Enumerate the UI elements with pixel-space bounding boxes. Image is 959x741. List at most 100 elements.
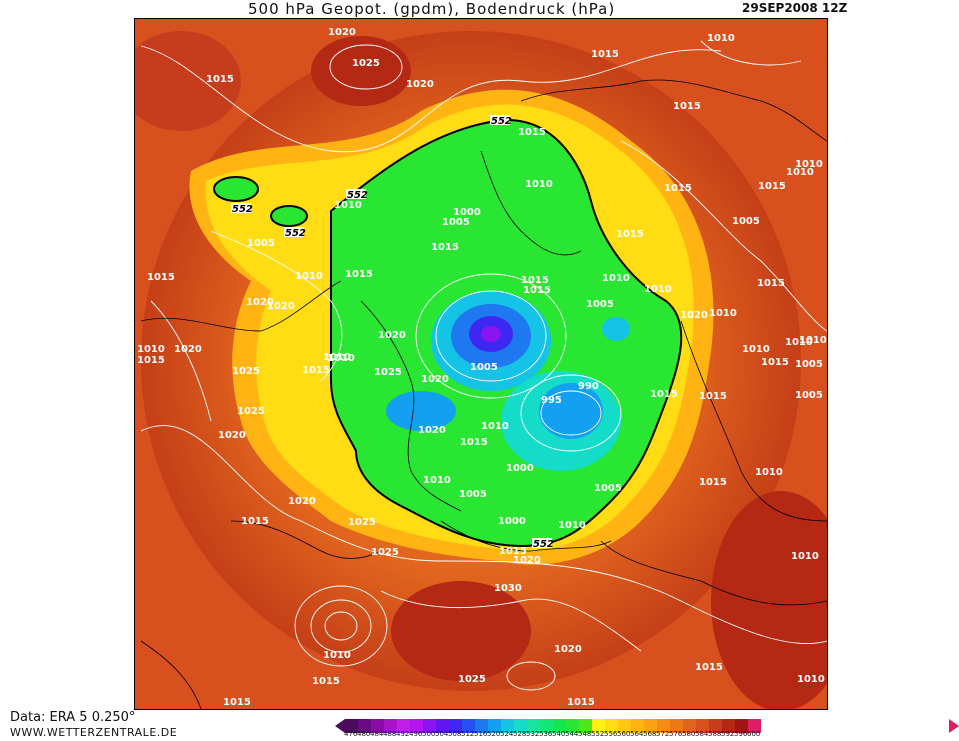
isobar-label: 1020 xyxy=(288,496,316,507)
isobar-label: 1010 xyxy=(785,337,813,348)
colorbar-low-arrow xyxy=(335,719,345,733)
colorbar-tick-label: 584 xyxy=(695,730,709,738)
colorbar-tick-label: 600 xyxy=(747,730,761,738)
isobar-label: 1015 xyxy=(137,355,165,366)
colorbar-tick-label: 556 xyxy=(604,730,618,738)
isobar-label: 1025 xyxy=(458,674,486,685)
contour-label-bg xyxy=(346,189,366,199)
colorbar-tick-label: 532 xyxy=(526,730,540,738)
warm-patch-n xyxy=(311,36,411,106)
colorbar-tick-label: 580 xyxy=(682,730,696,738)
colorbar-tick-label: 568 xyxy=(643,730,657,738)
isobar-label: 1010 xyxy=(334,200,362,211)
colorbar-cell xyxy=(605,719,618,733)
colorbar-cell xyxy=(592,719,605,733)
colorbar-cell xyxy=(579,719,592,733)
isobar-label: 1005 xyxy=(247,238,275,249)
isobar-label: 1020 xyxy=(174,344,202,355)
colorbar-cell xyxy=(748,719,761,733)
isobar-label: 1010 xyxy=(327,353,355,364)
isobar-label: 1020 xyxy=(513,555,541,566)
isobar-label: 1020 xyxy=(421,374,449,385)
isobar-label: 1015 xyxy=(345,269,373,280)
isobar-label: 1015 xyxy=(761,357,789,368)
isobar-label: 1015 xyxy=(302,365,330,376)
contour-label: 552 xyxy=(347,190,368,201)
blue-core-3 xyxy=(386,391,456,431)
isobar-label: 1020 xyxy=(246,297,274,308)
colorbar-cell xyxy=(540,719,553,733)
isobar-label: 1005 xyxy=(442,217,470,228)
isobar-label: 1010 xyxy=(755,467,783,478)
colorbar-cell xyxy=(670,719,683,733)
isobar-label: 1015 xyxy=(673,101,701,112)
isobar-label: 1005 xyxy=(586,299,614,310)
green-blob-1 xyxy=(213,176,259,202)
colorbar-cell xyxy=(657,719,670,733)
colorbar-tick-label: 484 xyxy=(370,730,384,738)
colorbar-cell xyxy=(735,719,748,733)
isobar-label: 1015 xyxy=(567,697,595,708)
colorbar-tick-label: 488 xyxy=(383,730,397,738)
colorbar-cell xyxy=(397,719,410,733)
colorbar-tick-label: 476 xyxy=(344,730,358,738)
colorbar-tick-label: 572 xyxy=(656,730,670,738)
colorbar-cell xyxy=(436,719,449,733)
isobar-label: 1025 xyxy=(348,517,376,528)
colorbar-cell xyxy=(345,719,358,733)
isobar-label: 1015 xyxy=(695,662,723,673)
isobar-label: 1010 xyxy=(709,308,737,319)
colorbar-tick-label: 560 xyxy=(617,730,631,738)
isobar-label: 1015 xyxy=(223,697,251,708)
isobar-label: 1010 xyxy=(644,284,672,295)
isobar-label: 1020 xyxy=(554,644,582,655)
colorbar-cell xyxy=(566,719,579,733)
colorbar-cell xyxy=(449,719,462,733)
isobar-label: 1015 xyxy=(147,272,175,283)
colorbar-cell xyxy=(631,719,644,733)
colorbar-cell xyxy=(462,719,475,733)
colorbar-cell xyxy=(722,719,735,733)
colorbar-tick-label: 588 xyxy=(708,730,722,738)
isobar-labels: 1020 1025 1015 1020 1015 1010 1015 1010 … xyxy=(137,27,827,708)
isobar-label: 1020 xyxy=(406,79,434,90)
isobar-lines xyxy=(140,40,827,691)
warm-patch-s xyxy=(391,581,531,681)
isobar-label: 1005 xyxy=(795,390,823,401)
isobar-label: 1025 xyxy=(237,406,265,417)
isobar-label: 1015 xyxy=(499,546,527,557)
isobar-label: 1015 xyxy=(650,389,678,400)
isobar-label: 1020 xyxy=(328,27,356,38)
isobar-label: 1005 xyxy=(470,362,498,373)
colorbar-tick-label: 552 xyxy=(591,730,605,738)
colorbar-cell xyxy=(358,719,371,733)
colorbar-tick-label: 596 xyxy=(734,730,748,738)
colorbar-cell xyxy=(371,719,384,733)
isobar-label: 1010 xyxy=(602,273,630,284)
isobar-label: 1010 xyxy=(797,674,825,685)
isobar-label: 1020 xyxy=(680,310,708,321)
colorbar-tick-label: 512 xyxy=(461,730,475,738)
blue-core-2 xyxy=(539,383,603,439)
colorbar-tick-label: 496 xyxy=(409,730,423,738)
warm-patch-se xyxy=(711,491,827,709)
contour-label-bg xyxy=(284,227,304,237)
colorbar-cell xyxy=(696,719,709,733)
colorbar-tick-label: 536 xyxy=(539,730,553,738)
website-label: WWW.WETTERZENTRALE.DE xyxy=(10,726,178,739)
colorbar-cell xyxy=(709,719,722,733)
contour-label-bg xyxy=(532,538,552,548)
isobar-label: 1010 xyxy=(323,650,351,661)
isobar-label: 1020 xyxy=(378,330,406,341)
isobar-label: 1015 xyxy=(591,49,619,60)
colorbar-tick-label: 576 xyxy=(669,730,683,738)
isobar-label: 1010 xyxy=(799,335,827,346)
map-date: 29SEP2008 12Z xyxy=(742,1,848,15)
colorbar-cell xyxy=(644,719,657,733)
colorbar-cell xyxy=(683,719,696,733)
isobar-label: 1015 xyxy=(699,391,727,402)
contour-label: 552 xyxy=(232,204,253,215)
purple-core-1 xyxy=(481,326,501,342)
contour-label: 552 xyxy=(285,228,306,239)
isobar-label: 1025 xyxy=(352,58,380,69)
